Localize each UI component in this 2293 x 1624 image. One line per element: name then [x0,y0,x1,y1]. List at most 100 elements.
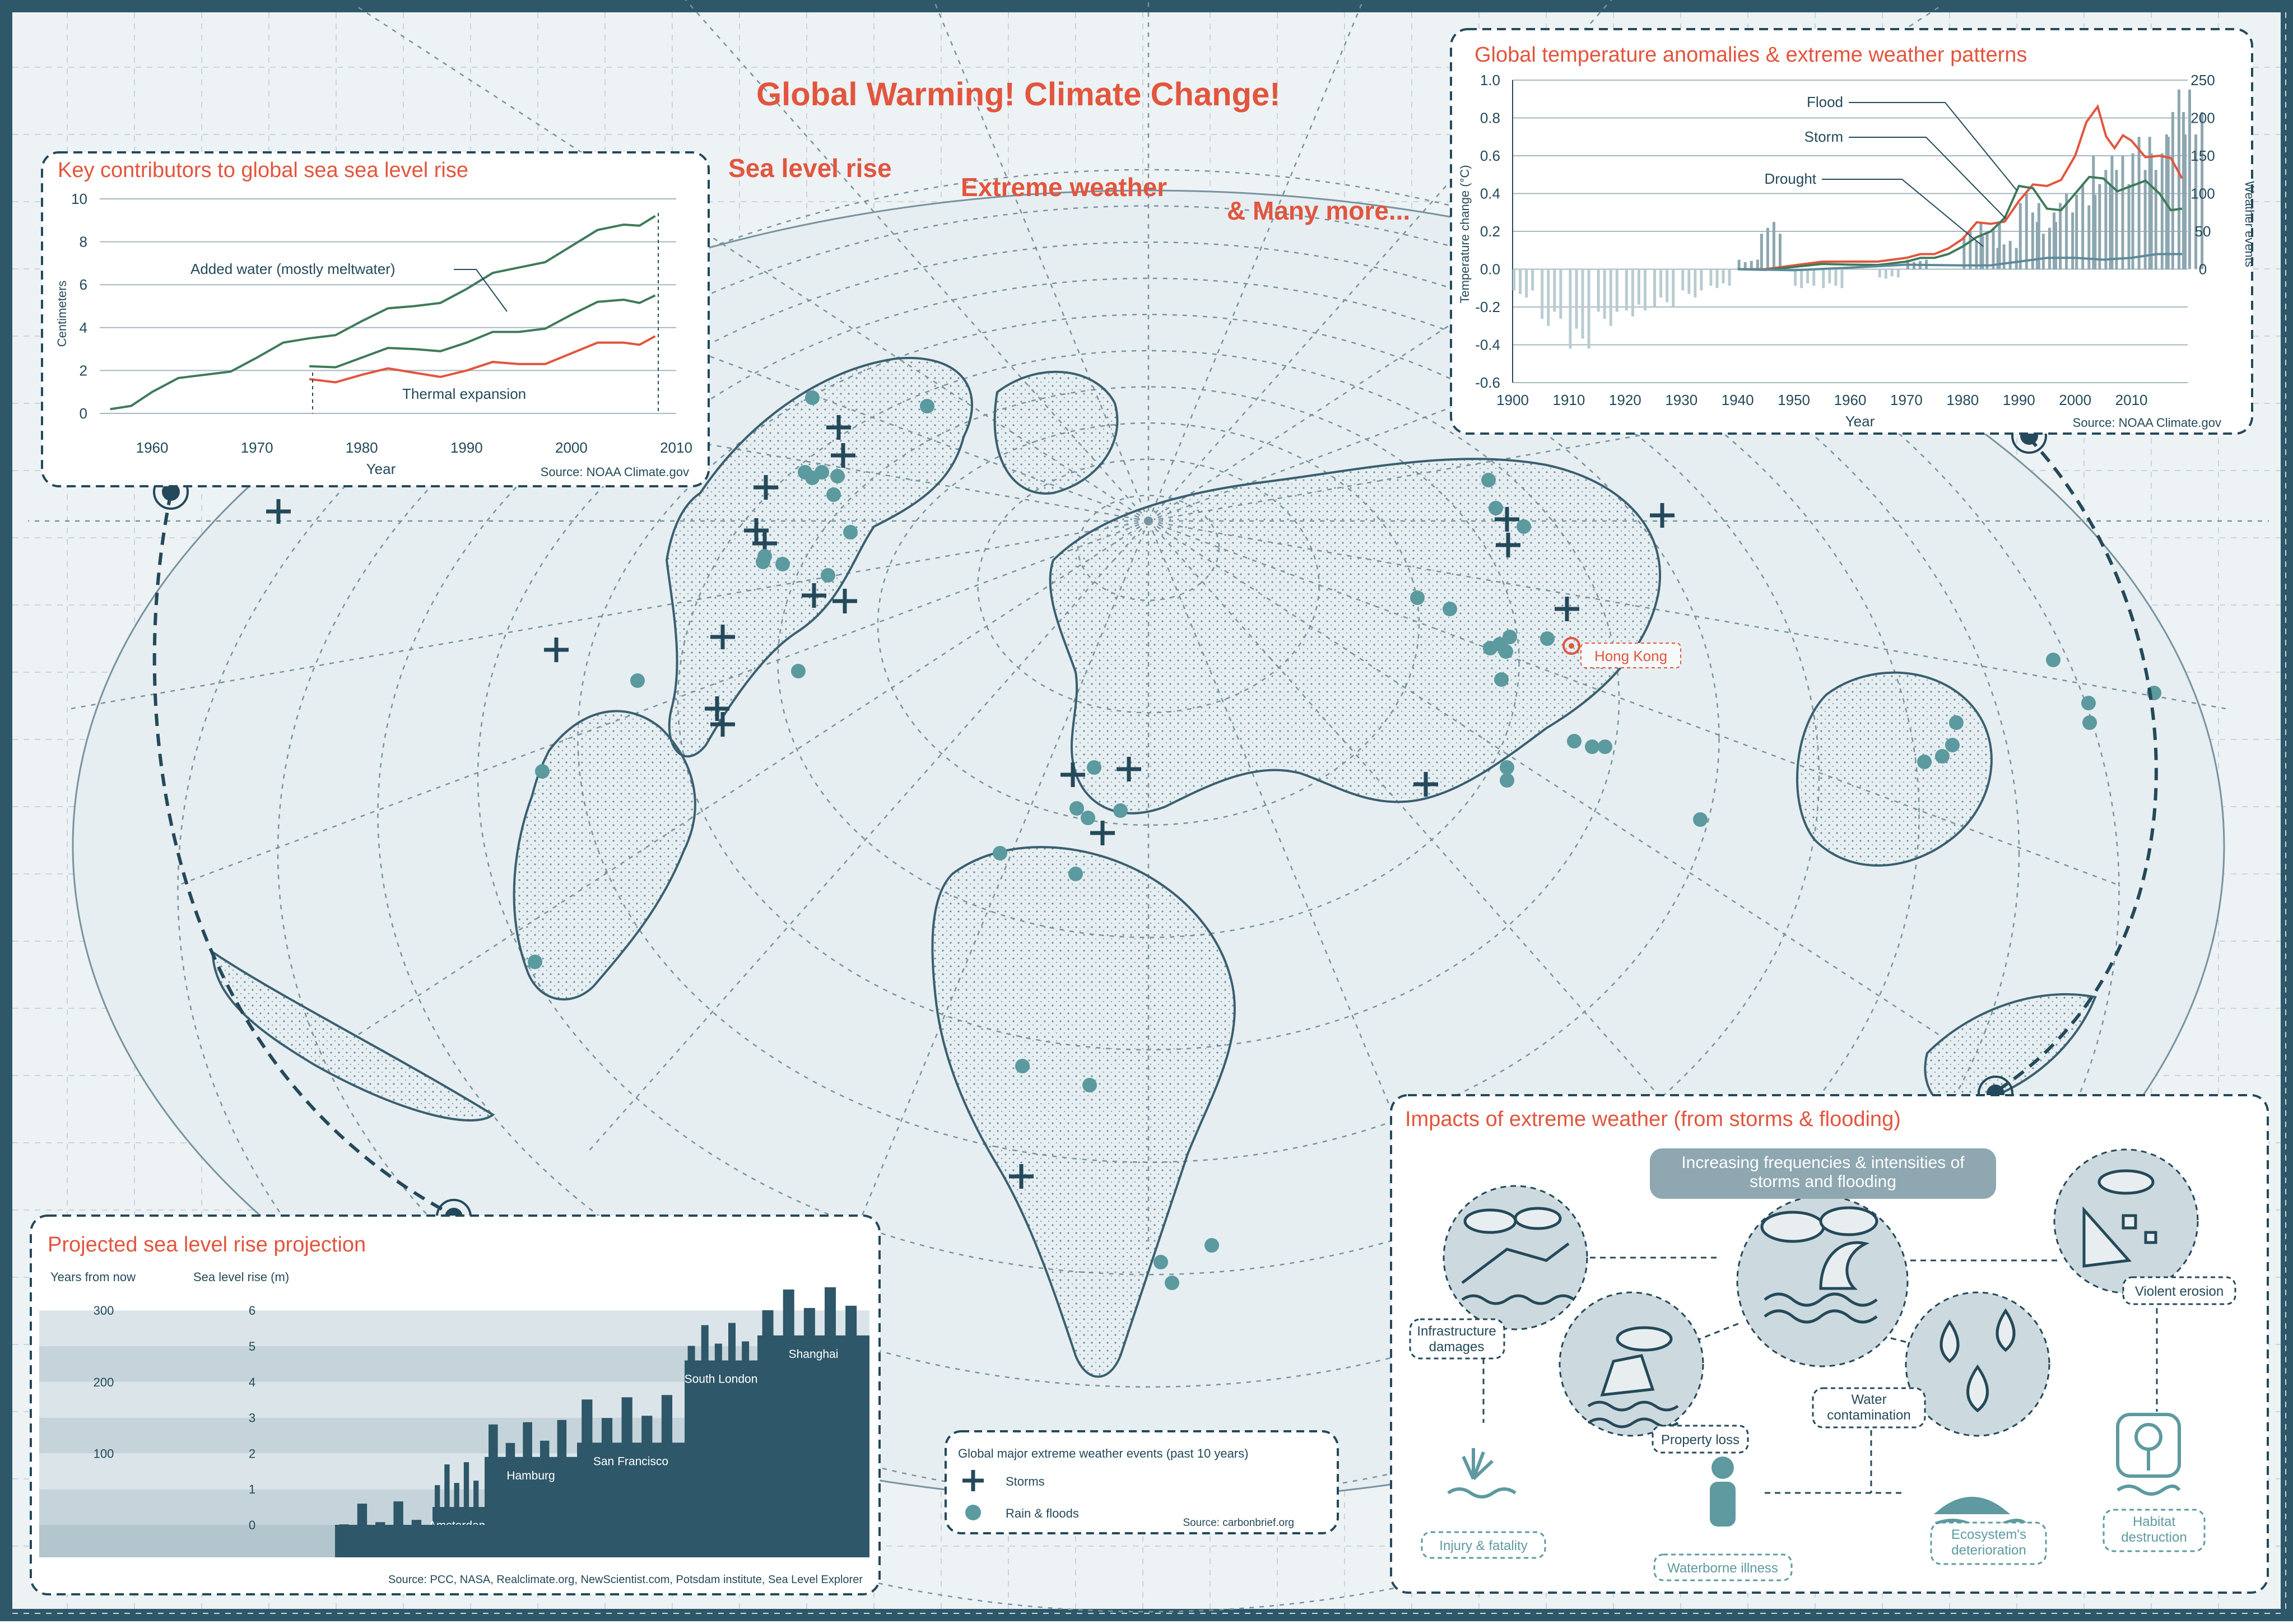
rain-flood-dot-icon [1069,801,1084,816]
temperature-bar [1531,269,1534,291]
storm-cross-icon [1650,503,1675,528]
city-label: San Francisco [593,1455,668,1468]
y2-tick-label: 100 [2190,185,2215,202]
temperature-bar [1996,248,1999,269]
year-tick-label: 300 [94,1304,114,1318]
temperature-bar [1603,269,1606,319]
temperature-bar [2098,184,2101,269]
annotation-thermal-expansion: Thermal expansion [402,385,526,402]
temperature-bar [2201,111,2204,269]
temperature-bar [2015,248,2018,269]
storm-cross-icon [1090,821,1115,845]
temperature-bar [2165,134,2168,269]
sea-level-source: Source: NOAA Climate.gov [541,465,689,479]
year-tick-label: 200 [94,1375,114,1389]
sea-level-y-label: Centimeters [55,281,69,347]
rain-flood-dot-icon [1598,739,1612,754]
location-pin-dot [1569,643,1574,649]
ecosystem-label-box [1930,1521,2047,1565]
storm-cross-icon [1495,507,1519,532]
water-band [39,1310,869,1346]
temperature-bar [1547,269,1550,326]
temperature-bar [1800,269,1803,288]
temperature-bar [2166,137,2170,269]
rain-flood-dot-icon [1443,602,1457,616]
habitat-icon [2116,1413,2181,1496]
y-tick-label: 0.4 [1480,185,1500,202]
y-tick-label: 0.6 [1480,147,1500,164]
year-tick-label: 100 [94,1446,114,1460]
legend-title: Global major extreme weather events (pas… [958,1446,1248,1460]
temperature-bar [1609,269,1612,326]
continent-south-america [513,710,696,1001]
meter-tick-label: 0 [249,1518,255,1532]
temperature-panel: Global temperature anomalies & extreme w… [1450,28,2257,435]
continents [211,357,2097,1378]
temperature-bar [2115,170,2118,269]
tagline-extreme-weather: Extreme weather [961,173,1167,202]
temperature-bar [1743,262,1747,269]
y-tick-label: 2 [80,362,87,379]
weather-events-y-ticks: 0 50 100 150 200 250 [2190,72,2215,278]
annotation-flood: Flood [1807,94,1843,110]
projection-source: Source: PCC, NASA, Realclimate.org, NewS… [388,1574,863,1586]
connector-left [152,492,455,1217]
temperature-bar [1575,269,1578,329]
temperature-bar [2121,156,2124,269]
series-line-flood [1737,104,2183,271]
temperature-bar [1513,269,1515,291]
y-tick-label: 10 [71,190,87,207]
storm-cross-icon [710,712,735,737]
annotation-drought: Drought [1765,170,1817,187]
temperature-bar [2137,137,2141,269]
temperature-bar [1728,269,1731,286]
x-tick-label: 1960 [136,439,169,456]
temperature-bar [1715,269,1719,288]
temperature-bar [1709,269,1713,286]
temperature-bar [1637,269,1640,305]
temperature-bar [1559,269,1562,319]
series-line-drought [1737,253,2182,272]
erosion-label-box [2122,1276,2236,1305]
temperature-source: Source: NOAA Climate.gov [2073,416,2221,430]
temperature-bar [1541,269,1544,319]
meter-tick-label: 4 [249,1375,255,1389]
storm-cross-icon [1009,1164,1034,1189]
rain-flood-dot-icon [1082,1078,1097,1092]
rain-flood-dot-icon [1154,1255,1168,1269]
temperature-bar [1519,269,1522,294]
temperature-bar [2025,193,2028,269]
rain-flood-dot-icon [2082,715,2097,730]
leader-storm [1849,137,2006,219]
storm-cross-icon [802,583,826,608]
rain-flood-dot-icon [756,555,770,569]
rain-flood-dot-icon [1015,1059,1030,1073]
y-tick-label: 0.2 [1480,223,1500,240]
y2-tick-label: 200 [2190,110,2215,127]
x-tick-label: 1960 [1834,392,1867,408]
x-tick-label: 1970 [241,439,273,456]
sea-level-series-line-1 [309,294,656,369]
x-tick-label: 1990 [450,439,483,456]
temperature-bar [2131,153,2134,269]
rain-flood-dot-icon [1949,715,1964,730]
weather-events-y-label: Weather events [2243,181,2257,267]
projection-year-ticks: 300 200 100 [94,1304,114,1460]
meter-tick-label: 3 [249,1411,255,1425]
projection-panel: Projected sea level rise projection Year… [30,1214,881,1595]
rain-flood-dot-icon [1204,1238,1219,1253]
water-circle [1905,1291,2050,1437]
temperature-bar [1794,269,1797,286]
temperature-bar [1975,240,1978,269]
rain-flood-dot-icon [965,1505,981,1520]
leader-flood [1849,102,2017,191]
rain-flood-dot-icon [1489,501,1503,515]
temperature-bar [1687,269,1691,294]
contaminated-drops-icon [1939,1308,2016,1413]
x-tick-label: 1980 [1946,392,1979,408]
y-tick-label: 0 [80,405,87,422]
x-tick-label: 2010 [2115,392,2148,408]
temperature-x-ticks: 1900 1910 1920 1930 1940 1950 1960 1970 1980 1990… [1496,392,2147,408]
city-base [335,1525,869,1557]
center-storm-icon [1760,1206,1878,1324]
